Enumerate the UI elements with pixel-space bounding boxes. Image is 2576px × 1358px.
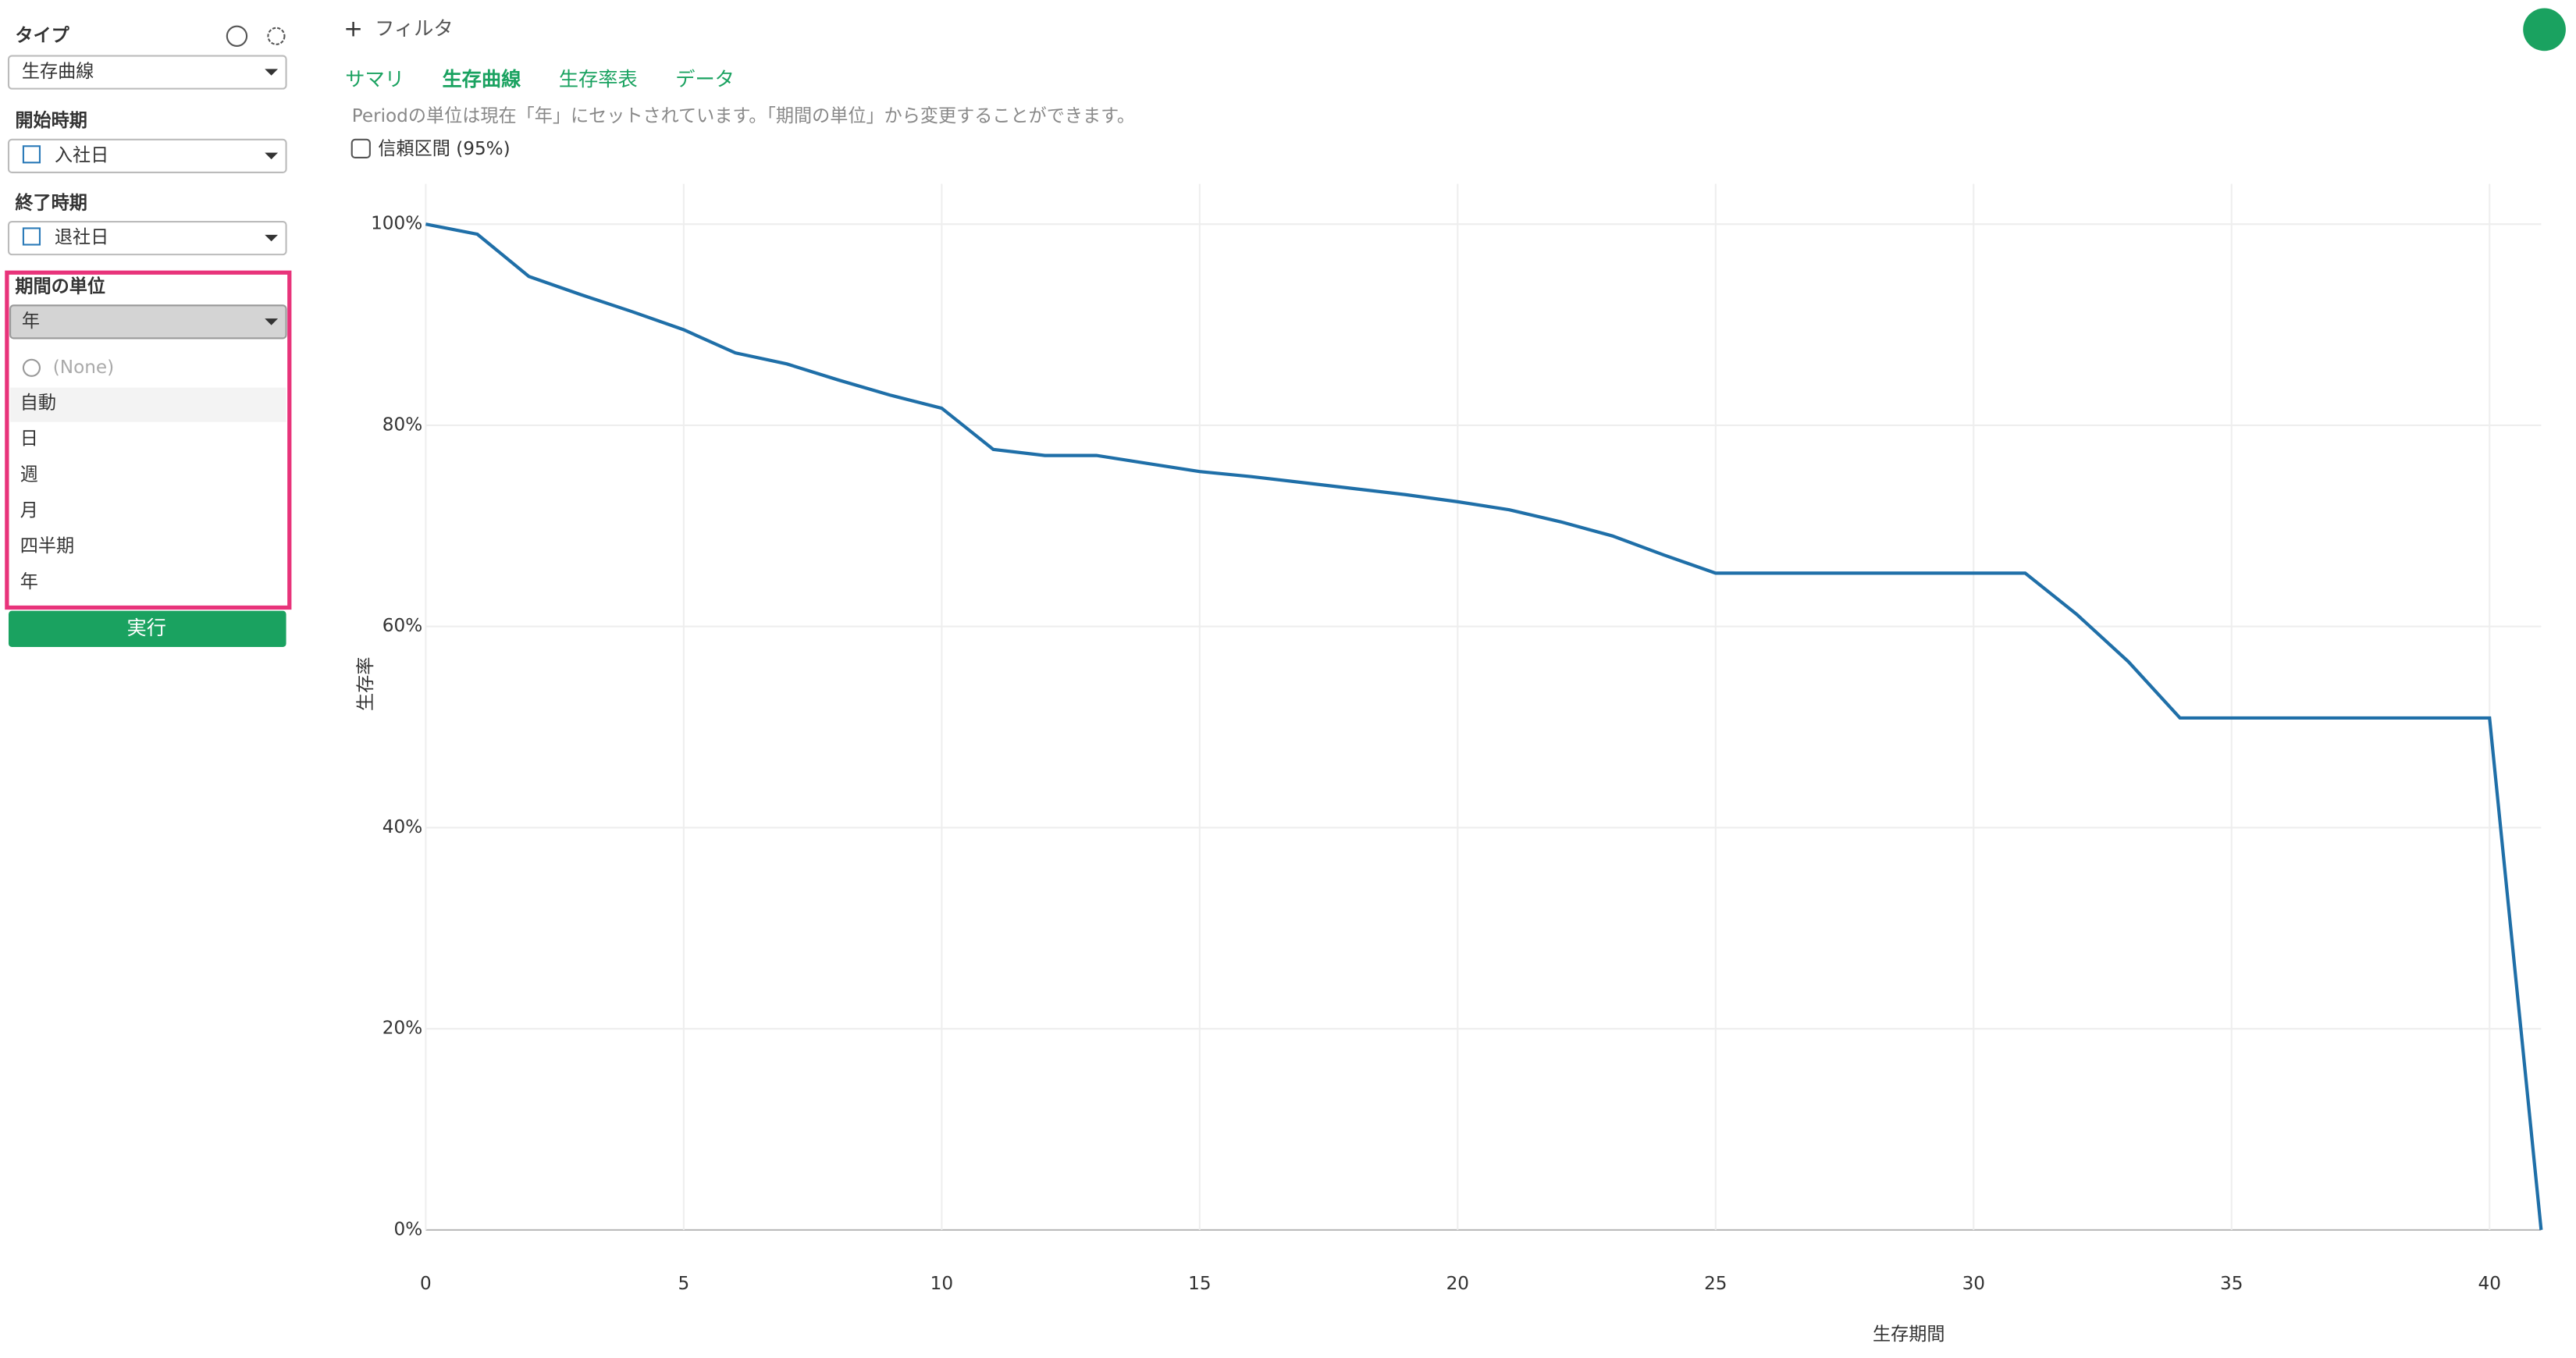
x-tick-label: 10 [930,1274,953,1294]
unit-value: 年 [22,311,40,332]
tabs: サマリ 生存曲線 生存率表 データ [345,68,735,91]
y-tick-label: 40% [382,817,422,837]
run-button[interactable] [8,610,286,647]
x-tick-label: 25 [1704,1274,1727,1294]
checkbox-label: 信頼区間 (95%) [378,139,510,159]
x-tick-label: 15 [1188,1274,1211,1294]
caret [265,234,279,242]
help-icon[interactable] [226,25,248,47]
unit-label: 期間の単位 [15,276,105,297]
pin-button[interactable] [2523,8,2566,52]
y-tick-label: 100% [371,214,422,234]
end-select[interactable] [7,220,287,256]
x-tick-label: 20 [1446,1274,1469,1294]
settings-icon[interactable] [267,27,286,45]
x-tick-label: 40 [2478,1274,2501,1294]
option[interactable]: (None) [53,357,114,378]
option[interactable]: 年 [20,572,38,592]
tab[interactable]: データ [675,68,735,91]
note: Periodの単位は現在「年」にセットされています。「期間の単位」から変更するこ… [352,106,1135,126]
caret [265,318,279,325]
x-tick-label: 0 [420,1274,432,1294]
x-tick-label: 30 [1962,1274,1985,1294]
checkbox[interactable] [350,138,371,159]
end-label: 終了時期 [15,192,87,213]
none-icon [22,358,41,377]
survival-line [425,222,2543,1231]
hover-row [10,387,286,422]
filter[interactable]: フィルタ [375,17,453,40]
option[interactable]: 月 [20,500,38,521]
highlight-box [5,270,292,610]
start-label: 開始時期 [15,110,87,131]
tab[interactable]: サマリ [345,68,404,91]
x-tick-label: 5 [678,1274,690,1294]
type-value: 生存曲線 [22,62,94,82]
y-axis-label: 生存率 [356,657,376,711]
x-axis-label: 生存期間 [1873,1324,1945,1345]
start-select[interactable] [7,138,287,173]
calendar-icon [22,227,41,246]
unit-select[interactable] [9,304,287,340]
calendar-icon [22,145,41,164]
option[interactable]: 四半期 [20,536,74,556]
chart: 0% 20% 40% 60% 80% 100% 0 5 10 15 20 25 30 35 40 生存期間 生存… [356,183,2543,1345]
y-tick-label: 0% [394,1219,423,1239]
sidebar: タイプ 生存曲線 開始時期 入社日 終了時期 退社日 期間の単位 年 (None… [5,25,292,647]
x-tick-label: 35 [2220,1274,2243,1294]
option[interactable]: 自動 [20,393,56,414]
tab[interactable]: 生存率表 [559,68,638,91]
caret [265,152,279,160]
end-value: 退社日 [55,228,109,248]
y-tick-label: 80% [382,414,422,435]
run-label: 実行 [126,617,165,639]
tab[interactable]: 生存曲線 [442,68,521,91]
plus-icon: + [343,15,363,41]
start-value: 入社日 [55,145,109,165]
type-select[interactable] [7,55,287,90]
y-tick-label: 60% [382,616,422,636]
y-tick-label: 20% [382,1018,422,1039]
type-label: タイプ [15,26,69,46]
option[interactable]: 日 [20,429,38,450]
option[interactable]: 週 [20,464,38,485]
caret [265,69,279,76]
